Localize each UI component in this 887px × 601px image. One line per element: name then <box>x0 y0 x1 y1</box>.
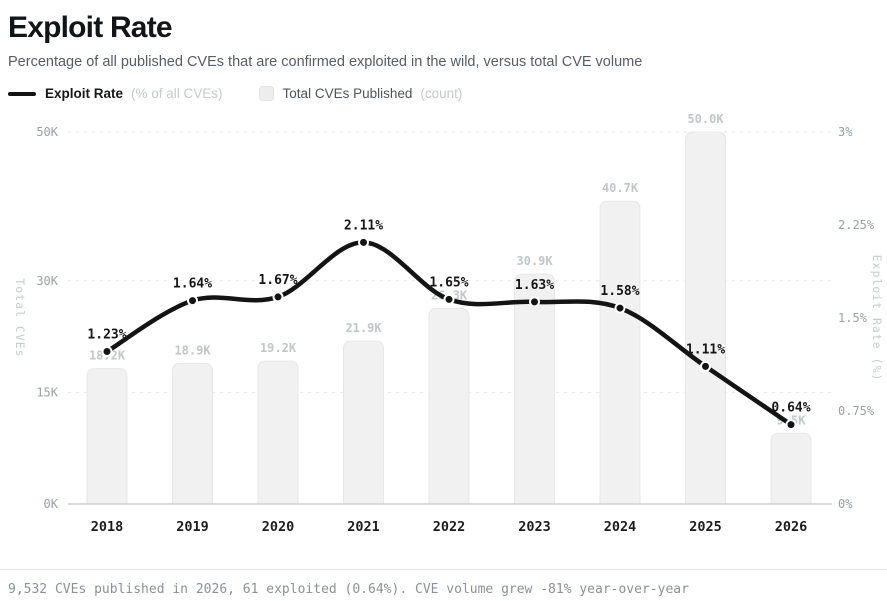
bar-2019[interactable] <box>172 362 213 505</box>
y-tick-label-right: 1.5% <box>838 311 868 325</box>
data-point-2018[interactable] <box>101 345 113 357</box>
rate-label: 1.11% <box>686 342 725 357</box>
bar-2022[interactable] <box>428 307 470 505</box>
data-point-2024[interactable] <box>614 302 626 314</box>
axis-title-left: Total CVEs <box>13 278 27 357</box>
y-tick-label-left: 15K <box>36 385 58 399</box>
data-point-2025[interactable] <box>700 360 711 372</box>
legend-item-total-cves[interactable]: Total CVEs Published (count) <box>258 86 463 101</box>
bar-2021[interactable] <box>343 340 384 505</box>
bar-swatch-icon <box>258 86 274 101</box>
rate-label: 1.58% <box>600 284 639 299</box>
x-tick-label: 2023 <box>518 519 551 535</box>
x-tick-label: 2022 <box>433 519 466 535</box>
bar-value-label: 18.9K <box>174 343 211 357</box>
data-point-2022[interactable] <box>443 293 455 305</box>
rate-label: 1.23% <box>87 327 126 342</box>
y-tick-label-left: 30K <box>36 274 58 288</box>
x-tick-label: 2026 <box>775 519 808 535</box>
page-subtitle: Percentage of all published CVEs that ar… <box>8 54 643 70</box>
y-tick-label-right: 0% <box>838 497 853 511</box>
y-tick-label-left: 0K <box>44 497 59 511</box>
data-point-2021[interactable] <box>358 236 369 248</box>
chart-header: Exploit Rate Percentage of all published… <box>0 0 887 101</box>
data-point-2026[interactable] <box>785 419 797 431</box>
bar-2018[interactable] <box>86 368 128 505</box>
page-title: Exploit Rate <box>8 11 173 44</box>
rate-label: 1.63% <box>515 278 554 293</box>
legend-detail: (count) <box>420 86 463 101</box>
y-tick-label-right: 2.25% <box>838 218 875 232</box>
line-swatch-icon <box>8 91 36 96</box>
bar-value-label: 40.7K <box>602 181 639 195</box>
summary-stats-text: 9,532 CVEs published in 2026, 61 exploit… <box>8 582 689 597</box>
bar-value-label: 21.9K <box>345 321 382 335</box>
rate-label: 2.11% <box>344 218 383 233</box>
legend-label: Total CVEs Published <box>282 86 413 101</box>
data-point-2019[interactable] <box>187 295 198 307</box>
x-tick-label: 2024 <box>604 519 637 535</box>
bar-2023[interactable] <box>514 273 555 505</box>
x-tick-label: 2021 <box>347 519 380 535</box>
x-tick-label: 2025 <box>689 519 722 535</box>
bar-2024[interactable] <box>599 200 641 505</box>
x-tick-label: 2019 <box>176 519 209 535</box>
bar-value-label: 19.2K <box>260 341 297 355</box>
rate-label: 1.65% <box>429 275 468 290</box>
rate-label: 0.64% <box>771 401 810 416</box>
legend-detail: (% of all CVEs) <box>131 86 223 101</box>
data-point-2023[interactable] <box>529 296 540 308</box>
exploit-rate-chart: 18.2K18.9K19.2K21.9K26.3K30.9K40.7K50.0K… <box>13 112 884 535</box>
x-tick-label: 2018 <box>91 519 124 535</box>
bar-2026[interactable] <box>770 432 812 505</box>
bar-2020[interactable] <box>257 360 299 505</box>
rate-label: 1.67% <box>258 273 297 288</box>
rate-label: 1.64% <box>173 277 212 292</box>
y-tick-label-right: 3% <box>838 125 853 139</box>
legend-item-exploit-rate[interactable]: Exploit Rate (% of all CVEs) <box>8 86 223 101</box>
bar-value-label: 50.0K <box>687 112 724 126</box>
y-tick-label-right: 0.75% <box>838 404 875 418</box>
y-tick-label-left: 50K <box>36 125 58 139</box>
bar-value-label: 30.9K <box>516 254 553 268</box>
bar-2025[interactable] <box>685 131 726 505</box>
x-tick-label: 2020 <box>262 519 295 535</box>
chart-area: 18.2K18.9K19.2K21.9K26.3K30.9K40.7K50.0K… <box>0 107 887 569</box>
chart-footer: 9,532 CVEs published in 2026, 61 exploit… <box>0 569 887 597</box>
data-point-2020[interactable] <box>272 291 284 303</box>
axis-title-right: Exploit Rate (%) <box>870 255 884 382</box>
legend-label: Exploit Rate <box>45 86 124 101</box>
chart-legend: Exploit Rate (% of all CVEs) Total CVEs … <box>8 86 879 101</box>
